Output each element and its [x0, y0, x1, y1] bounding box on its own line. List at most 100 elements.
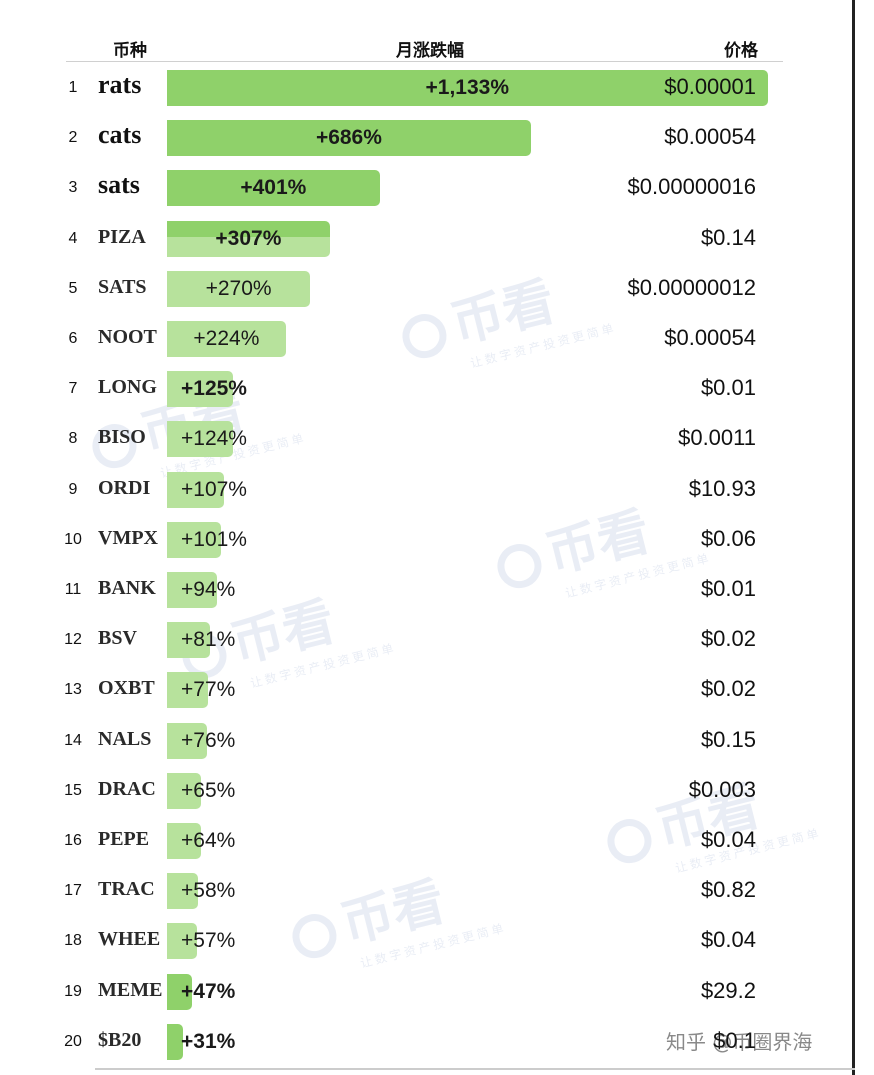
change-bar [167, 973, 192, 1010]
price-value: $0.14 [700, 224, 756, 250]
table-row: 9 ORDI +107% $10.93 [0, 467, 874, 517]
change-bar [167, 321, 286, 357]
header-change: 月涨跌幅 [396, 41, 464, 61]
rank-number: 16 [64, 832, 82, 849]
price-value: $0.00054 [664, 325, 756, 350]
change-label: +307% [215, 226, 282, 250]
rank-number: 12 [64, 631, 82, 649]
price-value: $0.04 [700, 927, 756, 953]
coin-name: BANK [98, 577, 156, 599]
change-label: +270% [205, 276, 272, 300]
table-row: 10 VMPX +101% $0.06 [0, 517, 874, 567]
table-row: 19 MEME +47% $29.2 [0, 969, 874, 1019]
rank-number: 14 [64, 731, 82, 749]
rank-number: 17 [64, 882, 82, 900]
coin-name: SATS [98, 275, 147, 298]
rank-number: 19 [64, 982, 82, 1000]
change-label: +94% [181, 578, 236, 601]
price-value: $29.2 [700, 977, 756, 1003]
change-label: +47% [181, 979, 236, 1003]
frame-right-border [852, 0, 855, 1075]
change-bar [167, 722, 208, 759]
rank-number: 11 [64, 581, 82, 598]
coin-name: cats [98, 120, 142, 150]
rank-number: 8 [68, 430, 78, 448]
change-bar [167, 421, 233, 458]
rank-number: 4 [68, 229, 78, 247]
coin-name: WHEE [98, 928, 161, 951]
rank-number: 6 [68, 330, 78, 347]
price-value: $0.06 [700, 525, 756, 551]
price-value: $0.82 [700, 877, 756, 903]
coin-name: rats [98, 70, 142, 99]
change-bar [167, 672, 208, 709]
price-value: $0.00001 [664, 74, 756, 99]
change-bar [167, 371, 234, 408]
header-price: 价格 [724, 41, 758, 61]
change-bar [167, 622, 210, 659]
change-label: +58% [181, 879, 236, 903]
table-row: 17 TRAC +58% $0.82 [0, 868, 874, 918]
price-value: $0.00000012 [627, 274, 756, 300]
frame-bottom-border [95, 1068, 855, 1070]
table-row: 11 BANK +94% $0.01 [0, 567, 874, 617]
change-bar [167, 1023, 184, 1060]
change-label: +57% [181, 929, 236, 953]
change-label: +107% [181, 477, 247, 501]
price-value: $0.00000016 [627, 174, 756, 200]
rank-number: 1 [68, 79, 78, 96]
change-label: +125% [181, 377, 247, 401]
coin-name: NALS [98, 727, 152, 750]
coin-name: PEPE [98, 828, 150, 850]
coin-name: $B20 [98, 1028, 142, 1051]
price-value: $0.00054 [664, 124, 756, 150]
change-bar [167, 120, 531, 157]
table-row: 16 PEPE +64% $0.04 [0, 818, 874, 868]
change-label: +1,133% [425, 76, 510, 99]
change-bar [167, 923, 198, 960]
rank-number: 3 [68, 179, 78, 197]
price-value: $0.02 [700, 626, 756, 652]
change-label: +686% [315, 126, 382, 150]
table-row: 4 PIZA +307% $0.14 [0, 216, 874, 266]
table-row: 2 cats +686% $0.00054 [0, 115, 874, 165]
change-label: +31% [181, 1029, 236, 1053]
price-value: $0.02 [700, 676, 756, 702]
change-bar [167, 823, 201, 859]
change-label: +101% [181, 527, 247, 551]
rank-number: 20 [64, 1032, 82, 1050]
change-bar [167, 873, 198, 910]
price-value: $0.01 [700, 375, 756, 401]
coin-name: OXBT [98, 677, 155, 700]
table-row: 15 DRAC +65% $0.003 [0, 768, 874, 818]
table-row: 8 BISO +124% $0.0011 [0, 416, 874, 466]
table-row: 14 NALS +76% $0.15 [0, 718, 874, 768]
coin-name: MEME [98, 978, 163, 1001]
header-coin: 币种 [113, 41, 147, 61]
coin-name: PIZA [98, 225, 146, 248]
rank-number: 10 [64, 530, 82, 548]
change-label: +224% [193, 327, 260, 350]
table-row: 13 OXBT +77% $0.02 [0, 667, 874, 717]
rank-number: 18 [64, 932, 82, 950]
change-bar [167, 70, 768, 106]
table-row: 7 LONG +125% $0.01 [0, 366, 874, 416]
coin-name: ORDI [98, 476, 151, 499]
rank-number: 7 [68, 380, 78, 398]
coin-name: LONG [98, 376, 157, 399]
change-label: +124% [181, 427, 247, 451]
price-value: $0.1 [713, 1027, 756, 1053]
table-row: 20 $B20 +31% $0.1 [0, 1019, 874, 1069]
coin-name: BSV [98, 627, 137, 650]
change-bar [167, 170, 380, 207]
price-value: $0.01 [700, 576, 756, 601]
coin-name: NOOT [98, 326, 157, 348]
price-value: $0.0011 [678, 425, 756, 451]
coin-name: DRAC [98, 777, 156, 800]
coin-name: TRAC [98, 878, 155, 901]
source-credit: 知乎 @币圈界海 [666, 1030, 813, 1054]
change-label: +81% [181, 628, 236, 652]
coin-name: BISO [98, 426, 146, 449]
price-value: $0.04 [700, 827, 756, 852]
change-bar [167, 220, 330, 257]
